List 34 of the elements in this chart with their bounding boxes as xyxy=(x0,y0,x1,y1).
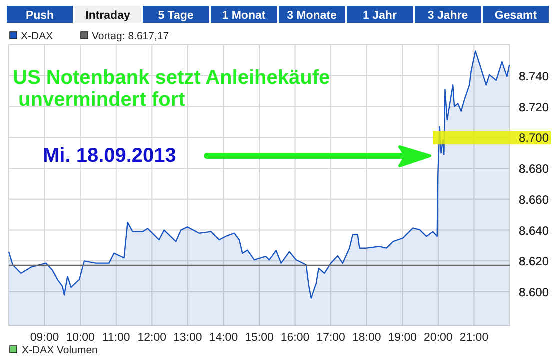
y-tick-label: 8.600 xyxy=(519,286,550,300)
x-tick-label: 09:00 xyxy=(30,332,60,344)
y-tick-label: 8.660 xyxy=(519,192,550,207)
text: Mi. 18.09.2013 xyxy=(43,145,176,167)
text: 3 Jahre xyxy=(428,10,468,22)
text: US Notenbank setzt Anleihekäufe unvermindert fort xyxy=(13,67,330,111)
y-tick-label: 8.640 xyxy=(519,224,550,238)
text: 1 Monat xyxy=(222,10,266,22)
y-tick-label: 8.720 xyxy=(519,100,550,114)
text: Push xyxy=(26,10,54,22)
text: X-DAX Volumen xyxy=(22,344,98,356)
x-tick-label: 20:00 xyxy=(424,332,453,344)
x-tick-label: 13:00 xyxy=(174,332,202,344)
y-tick-label: 8.700 xyxy=(519,131,550,146)
x-tick-label: 16:00 xyxy=(280,332,310,344)
text: Gesamt xyxy=(494,10,538,22)
x-tick-label: 21:00 xyxy=(460,332,489,344)
x-tick-label: 11:00 xyxy=(102,332,130,344)
legend-label: Vortag: 8.617,17 xyxy=(92,30,170,42)
text: 1 Jahr xyxy=(363,10,398,22)
legend-label: X-DAX xyxy=(21,30,54,42)
x-tick-label: 19:00 xyxy=(388,332,418,344)
y-tick-label: 8.740 xyxy=(519,69,550,84)
text: 5 Tage xyxy=(158,10,194,22)
text: Intraday xyxy=(86,10,131,22)
x-tick-label: 18:00 xyxy=(352,332,382,344)
x-tick-label: 14:00 xyxy=(209,332,238,344)
x-tick-label: 12:00 xyxy=(138,332,167,344)
y-tick-label: 8.680 xyxy=(519,162,550,176)
x-tick-label: 17:00 xyxy=(316,332,346,344)
x-tick-label: 10:00 xyxy=(66,332,95,344)
text: 3 Monate xyxy=(287,10,337,22)
y-tick-label: 8.620 xyxy=(519,254,550,269)
x-tick-label: 15:00 xyxy=(245,332,274,344)
